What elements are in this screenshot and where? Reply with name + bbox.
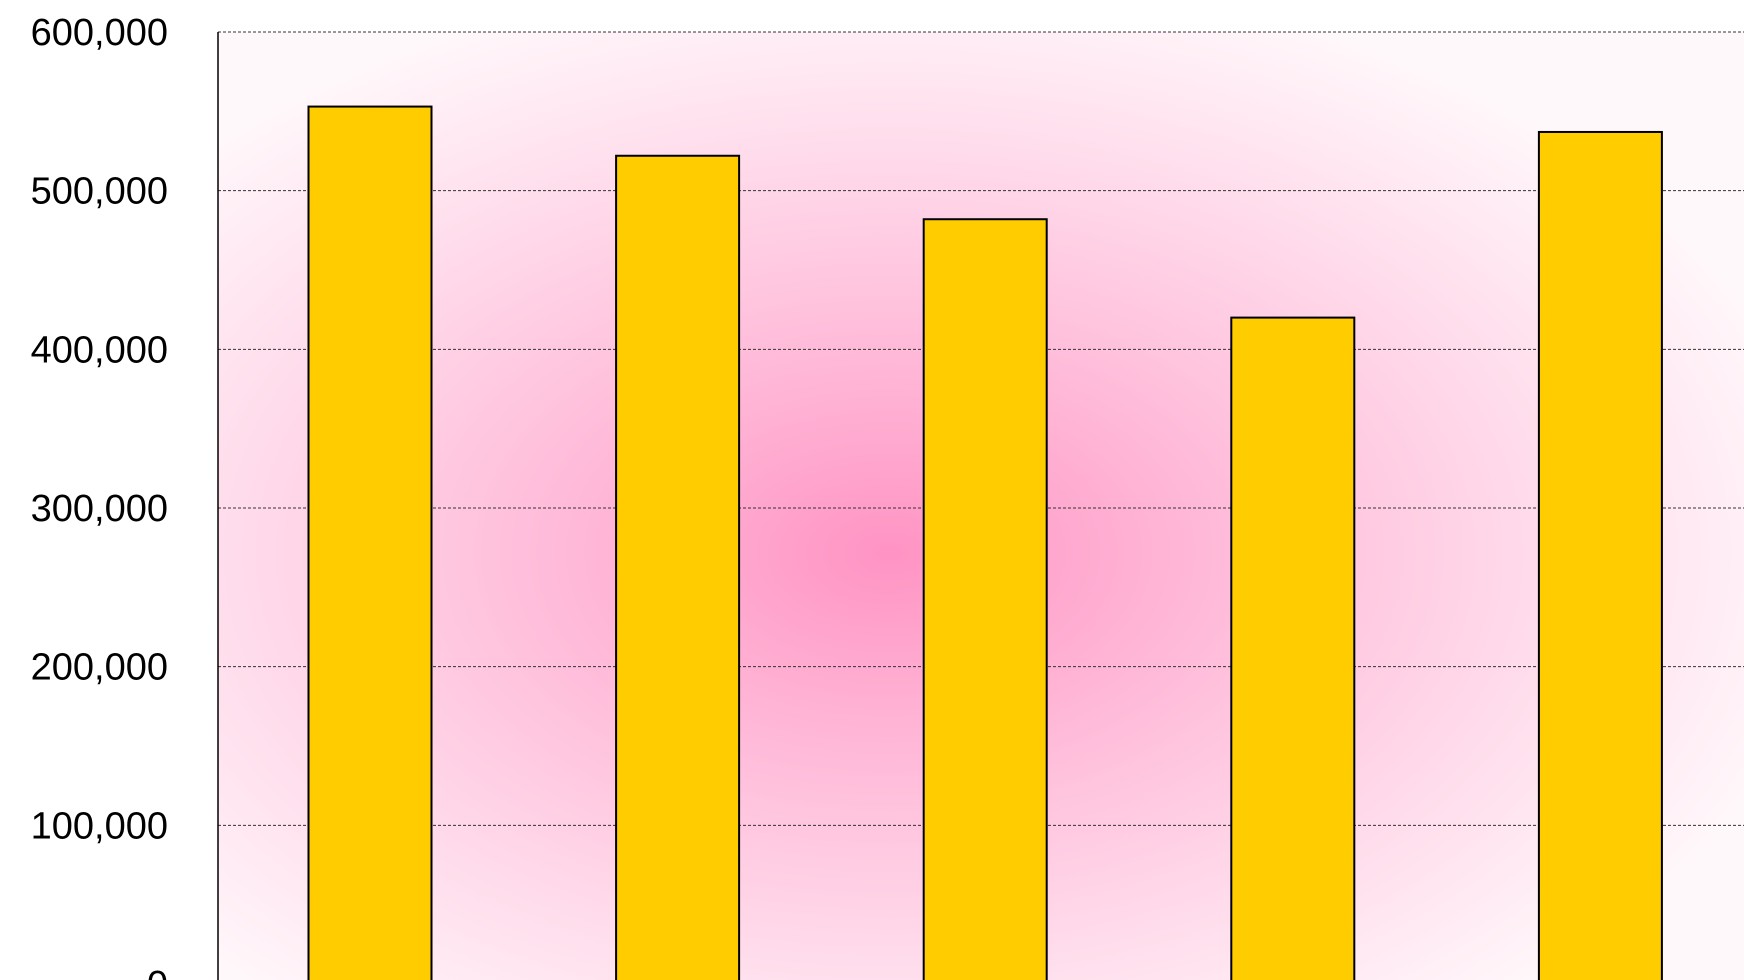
y-tick-labels: 0 100,000 200,000 300,000 400,000 500,000 600,…	[31, 12, 168, 980]
y-tick-label: 100,000	[31, 805, 168, 847]
y-tick-label: 500,000	[31, 171, 168, 213]
y-tick-label: 600,000	[31, 12, 168, 54]
y-tick-label: 0	[147, 964, 168, 980]
bar	[1230, 316, 1356, 980]
bar	[307, 105, 433, 980]
bar	[922, 218, 1048, 980]
y-tick-label: 200,000	[31, 647, 168, 689]
y-tick-label: 300,000	[31, 488, 168, 530]
bar	[1537, 130, 1663, 980]
bar	[615, 154, 741, 980]
y-tick-label: 400,000	[31, 329, 168, 371]
bars	[307, 105, 1663, 980]
